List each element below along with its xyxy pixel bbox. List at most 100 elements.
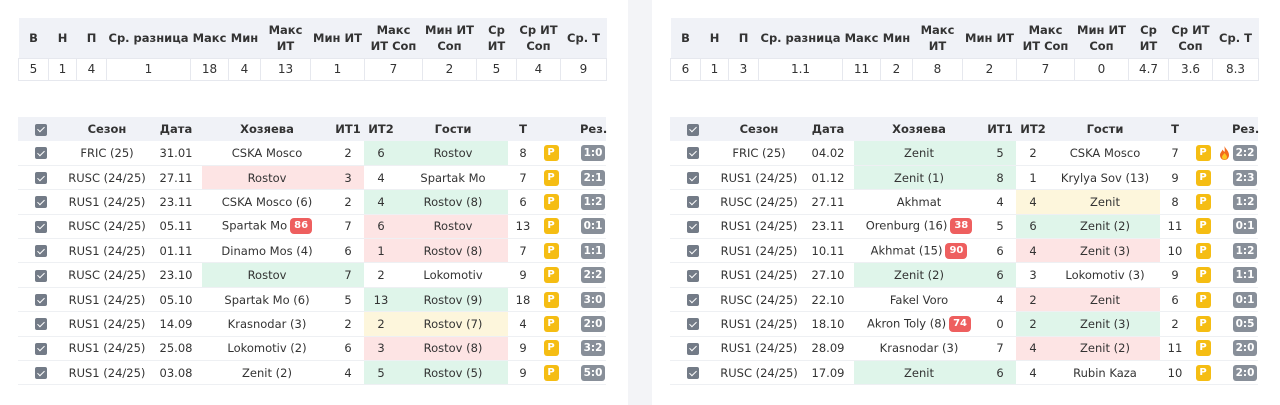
table-row[interactable]: FRIC (25) 04.02 Zenit 5 2 CSKA Mosco 7 P 2:2 <box>670 141 1258 166</box>
table-row[interactable]: RUSC (24/25) 27.11 Akhmat 4 4 Zenit 8 P 1:2 <box>670 189 1258 215</box>
away-team-cell[interactable]: Zenit (3) <box>1050 311 1160 337</box>
row-checkbox[interactable] <box>670 238 716 264</box>
header-total[interactable]: Т <box>508 117 538 141</box>
table-row[interactable]: RUS1 (24/25) 05.10 Spartak Mo (6) 5 13 Rostov… <box>18 287 606 313</box>
away-team-cell[interactable]: Rostov (9) <box>398 287 508 313</box>
p-badge[interactable]: P <box>1195 315 1211 332</box>
home-team-cell[interactable]: Zenit (2) <box>202 360 332 386</box>
p-badge[interactable]: P <box>543 193 559 210</box>
home-team-cell[interactable]: Krasnodar (3) <box>202 311 332 337</box>
header-it2[interactable]: ИТ2 <box>364 117 398 141</box>
header-total[interactable]: Т <box>1160 117 1190 141</box>
table-row[interactable]: RUS1 (24/25) 18.10 Akron Toly (8) 74 0 2 Zenit… <box>670 311 1258 337</box>
table-row[interactable]: RUS1 (24/25) 01.11 Dinamo Mos (4) 6 1 Rostov … <box>18 238 606 264</box>
select-all-checkbox[interactable] <box>18 117 64 141</box>
away-team-cell[interactable]: Rostov <box>398 214 508 240</box>
home-team-cell[interactable]: Fakel Voro <box>854 287 984 313</box>
away-team-cell[interactable]: Rubin Kaza <box>1050 360 1160 386</box>
p-badge[interactable]: P <box>543 267 559 284</box>
header-date[interactable]: Дата <box>150 117 202 141</box>
header-away[interactable]: Гости <box>398 117 508 141</box>
header-season[interactable]: Сезон <box>64 117 150 141</box>
p-badge-cell[interactable]: P <box>538 360 564 386</box>
away-team-cell[interactable]: Zenit <box>1050 287 1160 313</box>
p-badge-cell[interactable]: P <box>1190 360 1216 386</box>
table-row[interactable]: RUS1 (24/25) 03.08 Zenit (2) 4 5 Rostov (5) 9 P… <box>18 360 606 386</box>
row-checkbox[interactable] <box>670 141 716 166</box>
p-badge-cell[interactable]: P <box>538 189 564 215</box>
row-checkbox[interactable] <box>18 360 64 386</box>
p-badge-cell[interactable]: P <box>1190 141 1216 166</box>
away-team-cell[interactable]: Rostov (8) <box>398 189 508 215</box>
p-badge[interactable]: P <box>1195 144 1211 161</box>
away-team-cell[interactable]: Lokomotiv <box>398 262 508 288</box>
table-row[interactable]: RUS1 (24/25) 14.09 Krasnodar (3) 2 2 Rostov (… <box>18 311 606 337</box>
row-checkbox[interactable] <box>670 360 716 386</box>
row-checkbox[interactable] <box>670 287 716 313</box>
p-badge[interactable]: P <box>543 218 559 235</box>
p-badge-cell[interactable]: P <box>1190 238 1216 264</box>
table-row[interactable]: FRIC (25) 31.01 CSKA Mosco 2 6 Rostov 8 P 1:0 <box>18 141 606 166</box>
row-checkbox[interactable] <box>670 165 716 191</box>
header-it1[interactable]: ИТ1 <box>332 117 364 141</box>
away-team-cell[interactable]: Spartak Mo <box>398 165 508 191</box>
p-badge-cell[interactable]: P <box>538 165 564 191</box>
home-team-cell[interactable]: Zenit <box>854 360 984 386</box>
row-checkbox[interactable] <box>670 189 716 215</box>
p-badge[interactable]: P <box>543 291 559 308</box>
home-team-cell[interactable]: Lokomotiv (2) <box>202 336 332 362</box>
table-row[interactable]: RUS1 (24/25) 23.11 Orenburg (16) 38 5 6 Zenit … <box>670 214 1258 240</box>
table-row[interactable]: RUSC (24/25) 05.11 Spartak Mo 86 7 6 Rostov 13 P… <box>18 214 606 240</box>
p-badge[interactable]: P <box>1195 169 1211 186</box>
home-team-cell[interactable]: Akhmat (15) 90 <box>854 238 984 264</box>
away-team-cell[interactable]: Zenit (3) <box>1050 238 1160 264</box>
row-checkbox[interactable] <box>18 238 64 264</box>
p-badge[interactable]: P <box>1195 291 1211 308</box>
p-badge-cell[interactable]: P <box>538 311 564 337</box>
row-checkbox[interactable] <box>670 311 716 337</box>
row-checkbox[interactable] <box>18 141 64 166</box>
table-row[interactable]: RUS1 (24/25) 10.11 Akhmat (15) 90 6 4 Zenit (3… <box>670 238 1258 264</box>
p-badge-cell[interactable]: P <box>1190 287 1216 313</box>
p-badge[interactable]: P <box>543 315 559 332</box>
away-team-cell[interactable]: Zenit <box>1050 189 1160 215</box>
row-checkbox[interactable] <box>18 189 64 215</box>
header-date[interactable]: Дата <box>802 117 854 141</box>
home-team-cell[interactable]: Akron Toly (8) 74 <box>854 311 984 337</box>
row-checkbox[interactable] <box>18 262 64 288</box>
home-team-cell[interactable]: Orenburg (16) 38 <box>854 214 984 240</box>
away-team-cell[interactable]: CSKA Mosco <box>1050 141 1160 166</box>
row-checkbox[interactable] <box>18 214 64 240</box>
p-badge-cell[interactable]: P <box>538 214 564 240</box>
p-badge-cell[interactable]: P <box>1190 262 1216 288</box>
p-badge-cell[interactable]: P <box>538 336 564 362</box>
select-all-checkbox[interactable] <box>670 117 716 141</box>
away-team-cell[interactable]: Rostov (8) <box>398 238 508 264</box>
home-team-cell[interactable]: Dinamo Mos (4) <box>202 238 332 264</box>
row-checkbox[interactable] <box>18 287 64 313</box>
table-row[interactable]: RUS1 (24/25) 27.10 Zenit (2) 6 3 Lokomotiv (3… <box>670 262 1258 288</box>
row-checkbox[interactable] <box>18 336 64 362</box>
p-badge-cell[interactable]: P <box>538 238 564 264</box>
p-badge-cell[interactable]: P <box>1190 336 1216 362</box>
home-team-cell[interactable]: Zenit <box>854 141 984 166</box>
header-it1[interactable]: ИТ1 <box>984 117 1016 141</box>
home-team-cell[interactable]: Spartak Mo (6) <box>202 287 332 313</box>
table-row[interactable]: RUS1 (24/25) 28.09 Krasnodar (3) 7 4 Zenit (2… <box>670 336 1258 362</box>
table-row[interactable]: RUS1 (24/25) 23.11 CSKA Mosco (6) 2 4 Rostov … <box>18 189 606 215</box>
home-team-cell[interactable]: Rostov <box>202 165 332 191</box>
header-result[interactable]: Рез. <box>580 117 607 141</box>
p-badge[interactable]: P <box>543 340 559 357</box>
away-team-cell[interactable]: Krylya Sov (13) <box>1050 165 1160 191</box>
row-checkbox[interactable] <box>18 165 64 191</box>
away-team-cell[interactable]: Lokomotiv (3) <box>1050 262 1160 288</box>
table-row[interactable]: RUSC (24/25) 17.09 Zenit 6 4 Rubin Kaza 10 P 2:0 <box>670 360 1258 386</box>
p-badge[interactable]: P <box>543 242 559 259</box>
away-team-cell[interactable]: Zenit (2) <box>1050 336 1160 362</box>
row-checkbox[interactable] <box>670 336 716 362</box>
home-team-cell[interactable]: Akhmat <box>854 189 984 215</box>
p-badge[interactable]: P <box>1195 242 1211 259</box>
home-team-cell[interactable]: CSKA Mosco <box>202 141 332 166</box>
p-badge[interactable]: P <box>1195 218 1211 235</box>
table-row[interactable]: RUS1 (24/25) 01.12 Zenit (1) 8 1 Krylya Sov (… <box>670 165 1258 191</box>
